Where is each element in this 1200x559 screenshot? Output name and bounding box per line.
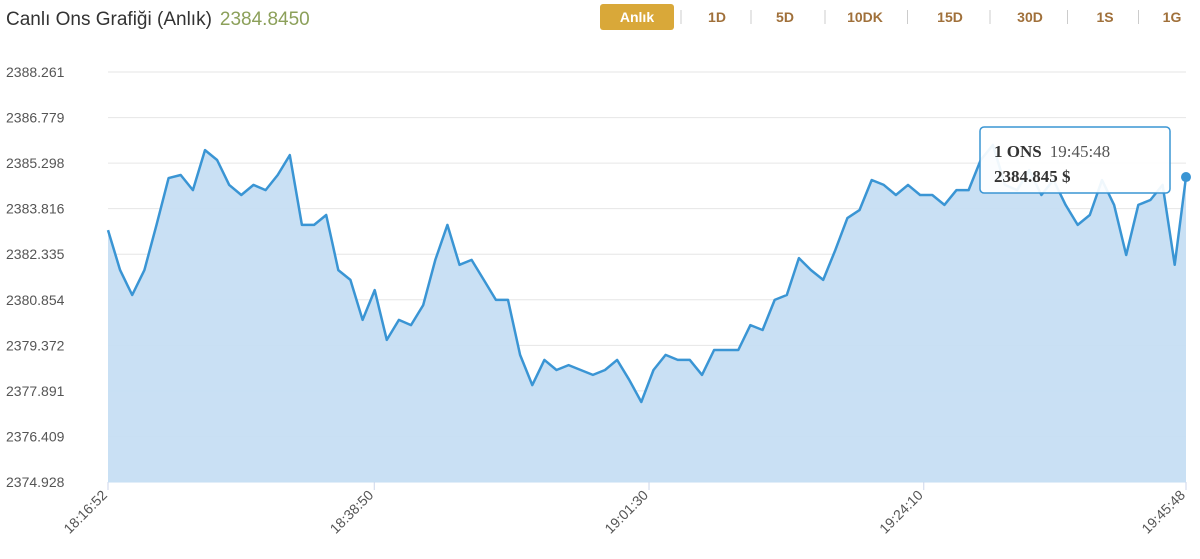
y-tick-label: 2376.409 — [6, 428, 65, 444]
time-button[interactable]: Anlık — [620, 9, 654, 25]
time-button[interactable]: 15D — [937, 9, 963, 25]
price: 2384.8450 — [220, 9, 310, 30]
button-bg — [600, 4, 674, 30]
tooltip-label: 1 ONS — [994, 142, 1042, 161]
time-button[interactable]: 10DK — [847, 9, 883, 25]
tooltip-value: 2384.845 $ — [994, 167, 1071, 186]
x-tick-label: 19:24:10 — [876, 487, 926, 537]
x-tick-label: 19:45:48 — [1138, 487, 1188, 537]
time-button[interactable]: 1S — [1096, 9, 1113, 25]
y-tick-label: 2388.261 — [6, 64, 65, 80]
y-tick-label: 2379.372 — [6, 337, 65, 353]
time-button[interactable]: 1G — [1163, 9, 1182, 25]
marker — [1181, 172, 1191, 183]
tooltip-box — [979, 126, 1171, 194]
y-tick-label: 2380.854 — [6, 292, 65, 308]
time-button[interactable]: 1D — [708, 9, 726, 25]
chart-title: Canlı Ons Grafiği (Anlık) — [6, 9, 212, 30]
x-tick-label: 19:01:30 — [601, 487, 651, 537]
y-tick-label: 2383.816 — [6, 201, 65, 217]
x-tick-label: 18:16:52 — [60, 487, 110, 537]
time-button[interactable]: 30D — [1017, 9, 1043, 25]
area — [108, 144, 1186, 482]
tooltip-time: 19:45:48 — [1050, 142, 1110, 161]
y-tick-label: 2386.779 — [6, 110, 65, 126]
x-tick-label: 18:38:50 — [327, 487, 377, 537]
y-tick-label: 2385.298 — [6, 155, 65, 171]
y-tick-label: 2382.335 — [6, 246, 65, 262]
y-tick-label: 2374.928 — [6, 474, 65, 490]
y-tick-label: 2377.891 — [6, 383, 65, 399]
tooltip: 1 ONS 19:45:48 2384.845 $ — [979, 126, 1171, 194]
time-button[interactable]: 5D — [776, 9, 794, 25]
